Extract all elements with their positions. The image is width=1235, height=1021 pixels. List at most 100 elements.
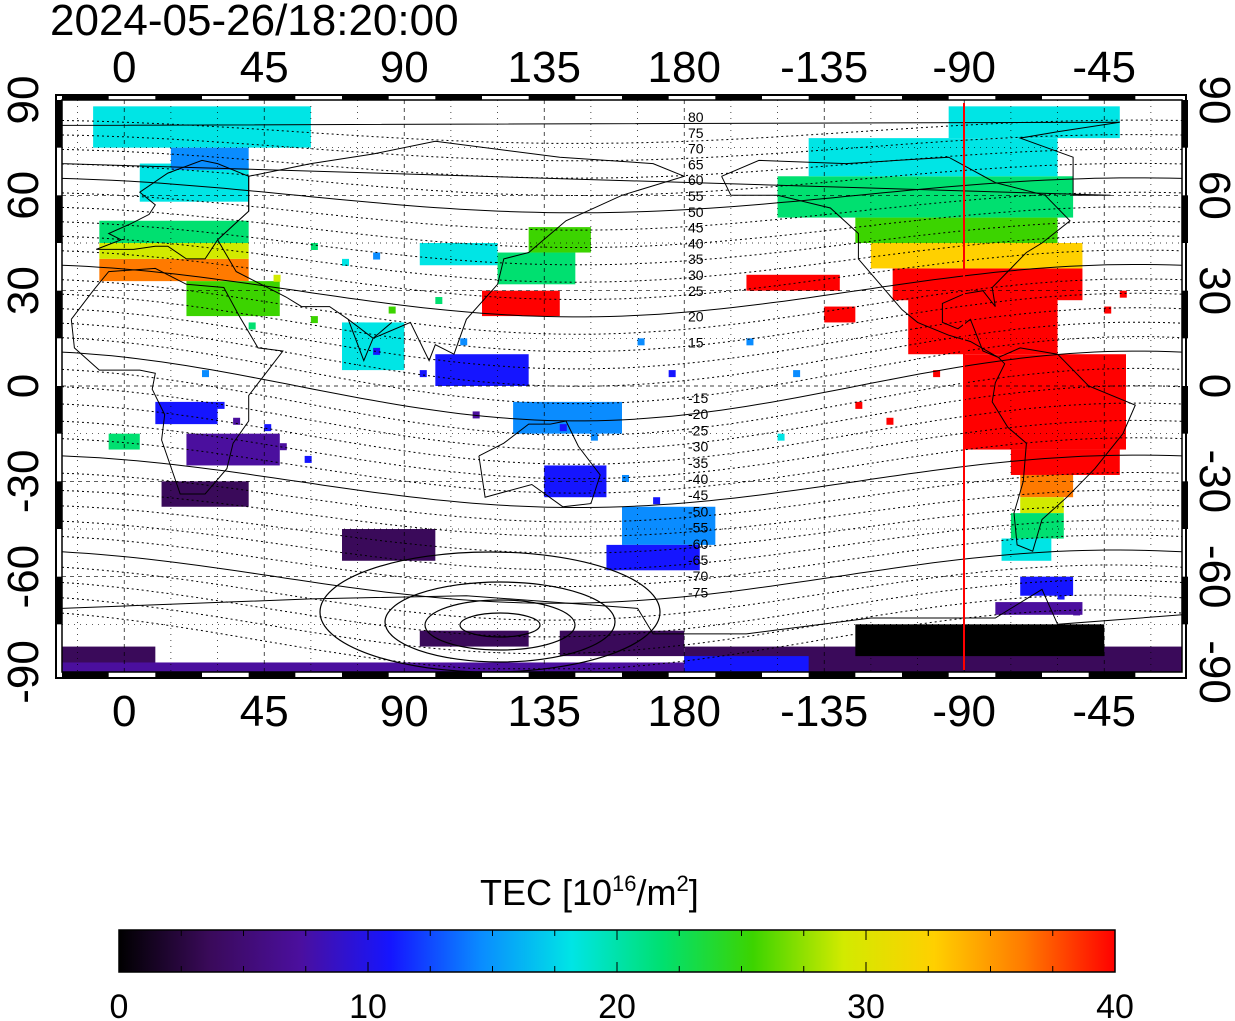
x-tick-top: 180 (648, 43, 721, 92)
tec-point (793, 370, 801, 378)
magnetic-pole-contour (384, 581, 616, 663)
tec-point (217, 401, 225, 409)
magnetic-contour (62, 292, 1182, 353)
magnetic-contour (62, 148, 1182, 179)
tec-patch (435, 354, 529, 386)
x-tick-bottom: -45 (1072, 687, 1136, 736)
frame-bar-top (808, 94, 856, 100)
frame-bar-top (155, 94, 202, 100)
magnetic-pole-contour (319, 551, 661, 672)
colorbar-label: 20 (598, 988, 636, 1021)
x-tick-top: 45 (240, 43, 289, 92)
contour-label: -50 (688, 503, 708, 519)
tec-point (886, 417, 894, 425)
magnetic-contour (62, 609, 1182, 670)
tec-patch (855, 217, 1058, 243)
contour-label: 60 (688, 172, 704, 188)
tec-point (273, 274, 281, 282)
tec-point (279, 443, 287, 451)
tec-point (1104, 306, 1112, 314)
frame-bar-top (995, 94, 1042, 100)
tec-patch (892, 268, 1083, 301)
tec-point (435, 297, 443, 305)
frame-bar-right (1182, 386, 1188, 434)
frame-bar-bottom (528, 672, 576, 678)
contour-label: 50 (688, 204, 704, 220)
colorbar-label: 10 (349, 988, 387, 1021)
x-tick-top: 135 (508, 43, 581, 92)
frame-bar-right (1182, 481, 1188, 529)
tec-point (388, 306, 396, 314)
magnetic-contour (62, 307, 1182, 370)
x-tick-bottom: 90 (380, 687, 429, 736)
tec-patch (870, 243, 1083, 269)
tec-point (1119, 290, 1127, 298)
tec-patch (419, 243, 498, 266)
x-tick-top: -90 (932, 43, 996, 92)
contour-label: -75 (688, 584, 708, 600)
contour-label: 80 (688, 109, 704, 125)
contour-label: 45 (688, 220, 704, 236)
frame-bar-left (56, 481, 62, 529)
tec-point (310, 243, 318, 250)
frame-tick-bars (56, 94, 1188, 678)
tec-point (264, 424, 272, 432)
tec-point (472, 411, 480, 419)
x-tick-top: 90 (380, 43, 429, 92)
magnetic-contour (62, 385, 1182, 451)
tec-patch (108, 433, 140, 450)
tec-point (342, 258, 349, 266)
contour-label: 65 (688, 156, 704, 172)
contour-label: -70 (688, 568, 708, 584)
frame-bar-top (528, 94, 576, 100)
frame-bar-bottom (995, 672, 1042, 678)
contour-label: -40 (688, 471, 708, 487)
tec-point (668, 370, 676, 378)
contour-label: 70 (688, 141, 704, 157)
contour-label: 35 (688, 251, 704, 267)
tec-patch (155, 401, 218, 425)
x-tick-bottom: 135 (508, 687, 581, 736)
magnetic-pole-contour (459, 612, 541, 638)
tec-point (559, 424, 567, 432)
colorbar-title: TEC [1016/m2] (480, 871, 699, 913)
frame-bar-bottom (622, 672, 669, 678)
frame-bar-bottom (808, 672, 856, 678)
x-tick-bottom: -135 (780, 687, 868, 736)
tec-point (622, 474, 629, 482)
frame-bar-bottom (248, 672, 296, 678)
tec-point (855, 401, 863, 409)
coastline (478, 420, 601, 508)
frame-bar-left (56, 195, 62, 243)
y-tick-right: 30 (1190, 266, 1235, 315)
contour-label: -60 (688, 536, 708, 552)
contour-label: -15 (688, 390, 708, 406)
tec-patch (99, 220, 249, 243)
y-tick-left: -30 (0, 450, 48, 514)
x-axis-bottom-labels: 0 45 90 135 180 -135 -90 -45 (112, 687, 1136, 736)
frame-bar-bottom (435, 672, 482, 678)
contour-label: -55 (688, 520, 708, 536)
colorbar-label: 30 (847, 988, 885, 1021)
magnetic-contour (62, 594, 1182, 655)
tec-point (637, 338, 645, 346)
tec-patch (528, 227, 591, 253)
tec-patch (824, 306, 856, 323)
tec-point (590, 433, 598, 441)
tec-patch (964, 354, 1126, 450)
tec-point (933, 370, 941, 378)
contour-label: 15 (688, 334, 704, 350)
tec-point (419, 370, 427, 378)
magnetic-contour (62, 134, 1182, 162)
coastline (70, 267, 284, 495)
magnetic-contour (62, 549, 1182, 604)
y-axis-left-labels: 90 60 30 0 -30 -60 -90 (0, 76, 48, 704)
coastline (62, 588, 1182, 672)
frame-bar-top (902, 94, 949, 100)
tec-patch (808, 138, 1058, 177)
x-tick-bottom: -90 (932, 687, 996, 736)
x-tick-top: -135 (780, 43, 868, 92)
contour-label: 25 (688, 283, 704, 299)
magnetic-contour (62, 402, 1182, 465)
frame-bar-right (1182, 100, 1188, 148)
